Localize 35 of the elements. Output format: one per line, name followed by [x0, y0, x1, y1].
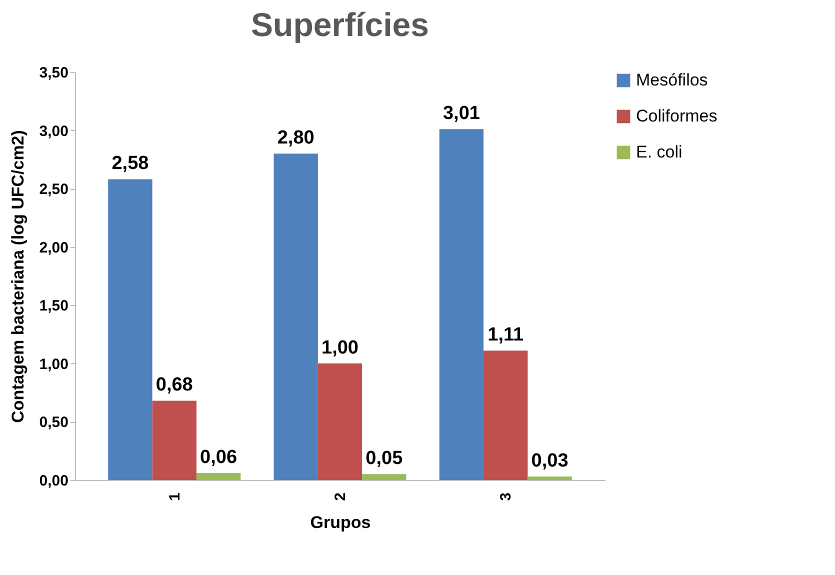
data-label: 1,11 — [488, 324, 524, 346]
y-axis-title: Contagem bacteriana (log UFC/cm2) — [8, 130, 28, 423]
data-label: 0,06 — [200, 447, 238, 468]
data-label: 0,03 — [531, 450, 568, 472]
bar — [484, 350, 528, 480]
bar — [152, 400, 196, 480]
y-tick-label: 0,00 — [39, 472, 68, 490]
bar — [108, 179, 152, 480]
x-tick-label: 3 — [498, 492, 515, 501]
y-tick-label: 2,00 — [39, 239, 68, 256]
legend-label: Coliformes — [636, 106, 718, 126]
bar — [196, 473, 241, 480]
bar — [362, 474, 406, 480]
legend-label: E. coli — [636, 142, 682, 162]
y-tick-label: 3,00 — [39, 122, 68, 140]
data-label: 1,00 — [322, 337, 358, 358]
data-label: 0,05 — [366, 448, 404, 470]
x-tick-label: 1 — [166, 492, 184, 501]
x-tick-label: 2 — [332, 492, 349, 501]
data-label: 0,68 — [156, 374, 193, 396]
bar — [274, 154, 318, 480]
bar — [318, 363, 362, 480]
legend-label: Mesófilos — [636, 70, 708, 90]
y-tick-label: 1,00 — [39, 356, 68, 373]
bar — [439, 129, 484, 480]
chart-title: Superfícies — [251, 6, 429, 43]
bar — [528, 476, 572, 480]
y-tick-label: 2,50 — [39, 181, 68, 198]
data-label: 3,01 — [442, 103, 480, 124]
y-tick-label: 3,50 — [39, 64, 68, 82]
y-tick-label: 0,50 — [39, 414, 68, 432]
y-tick-label: 1,50 — [39, 298, 68, 315]
data-label: 2,80 — [277, 128, 314, 149]
data-label: 2,58 — [112, 153, 149, 174]
x-axis-title: Grupos — [310, 512, 371, 532]
